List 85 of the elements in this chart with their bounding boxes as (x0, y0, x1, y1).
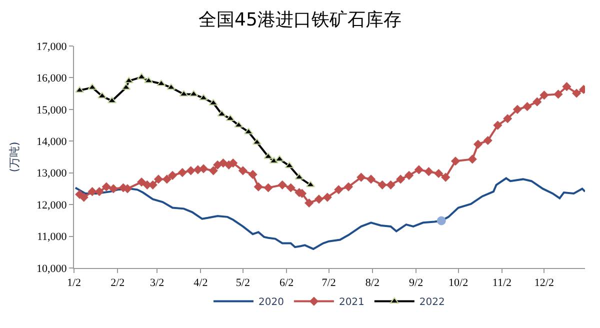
y-tick-label: 12,000 (36, 199, 68, 212)
point (306, 180, 316, 188)
x-tick-label: 6/2 (280, 277, 294, 290)
y-tick-label: 17,000 (36, 40, 68, 53)
point (554, 90, 563, 99)
point (532, 97, 542, 106)
x-tick-label: 7/2 (322, 277, 336, 290)
point (404, 170, 414, 180)
point (75, 86, 84, 93)
point (386, 180, 396, 190)
point (503, 114, 512, 124)
point (154, 174, 164, 184)
point (572, 88, 582, 98)
x-tick-label: 2/2 (110, 277, 125, 290)
point (436, 216, 446, 226)
point (79, 192, 88, 202)
y-tick-label: 11,000 (36, 231, 68, 244)
point (254, 182, 263, 192)
point (144, 76, 154, 84)
point (493, 120, 502, 130)
x-tick-label: 1/2 (66, 277, 82, 290)
x-tick-label: 10/2 (448, 277, 468, 290)
point (108, 184, 118, 194)
point (322, 192, 332, 202)
point (208, 166, 218, 176)
y-tick-label: 10,000 (36, 262, 68, 275)
point (162, 174, 172, 184)
x-tick-label: 8/2 (365, 277, 380, 290)
point (88, 187, 97, 196)
point (244, 128, 254, 134)
x-tick-label: 12/2 (534, 277, 554, 290)
point (107, 96, 117, 104)
point (562, 82, 572, 92)
point (540, 90, 549, 100)
point (512, 104, 522, 114)
point (468, 154, 477, 164)
point (473, 140, 483, 149)
point (228, 158, 238, 168)
legend-label: 2022 (419, 297, 445, 308)
point (286, 183, 296, 192)
x-tick-label: 11/2 (492, 277, 512, 290)
y-axis-title: (万吨) (8, 142, 22, 172)
y-tick-label: 13,000 (36, 168, 68, 180)
point (124, 76, 134, 84)
point (264, 183, 273, 192)
point (248, 170, 258, 179)
point (366, 174, 376, 184)
point (178, 168, 187, 178)
point (94, 187, 104, 196)
point (483, 136, 492, 146)
point (252, 138, 262, 145)
point (396, 174, 406, 184)
x-tick-label: 3/2 (150, 277, 164, 290)
x-tick-label: 5/2 (236, 277, 250, 290)
point (344, 182, 354, 192)
point (378, 180, 387, 190)
point (356, 172, 366, 182)
point (414, 165, 424, 174)
point (314, 194, 324, 204)
point (334, 185, 344, 194)
y-tick-label: 16,000 (36, 72, 68, 85)
x-tick-label: 4/2 (194, 277, 208, 290)
point (238, 166, 248, 176)
chart-title: 全国45港进口铁矿石库存 (198, 10, 402, 31)
point (304, 198, 314, 208)
legend-label: 2021 (338, 297, 364, 308)
point (198, 164, 208, 174)
y-tick-label: 15,000 (36, 104, 68, 116)
point (278, 180, 287, 190)
point (450, 156, 460, 166)
point (186, 166, 196, 176)
point (424, 167, 434, 176)
point (234, 121, 244, 128)
y-tick-label: 14,000 (36, 136, 68, 148)
point (168, 170, 178, 180)
x-tick-label: 9/2 (409, 277, 424, 290)
line-series (74, 177, 585, 250)
point (102, 182, 111, 192)
point (137, 178, 146, 187)
point (434, 168, 444, 178)
point (284, 162, 294, 168)
point (441, 172, 450, 182)
point (294, 173, 304, 180)
legend-label: 2020 (258, 297, 284, 308)
point (522, 102, 532, 112)
